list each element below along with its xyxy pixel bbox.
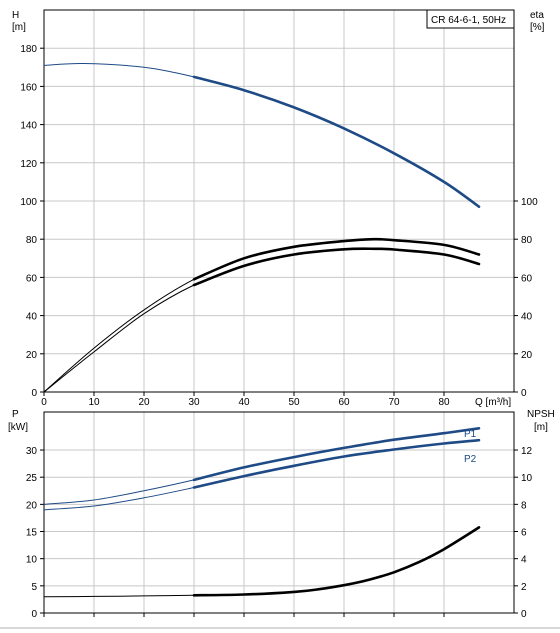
power-npsh-chart: 0 5 10 15 20 25 30 0 2 4 6 8 10 12 P [kW] NPSH [m] P1…	[8, 409, 555, 620]
x-tick-label: 50	[288, 397, 300, 408]
top-left-axis-label: H	[12, 10, 19, 21]
top-right-tick-label: 0	[521, 388, 527, 399]
legend-p1: P1	[464, 429, 477, 440]
bottom-right-tick-label: 2	[521, 582, 527, 593]
bottom-left-tick-label: 15	[26, 528, 38, 539]
bottom-left-tick-label: 0	[31, 609, 37, 620]
legend-p2: P2	[464, 454, 477, 465]
top-series-0-line	[43, 62, 480, 208]
top-series-2-line	[43, 248, 480, 393]
top-left-tick-label: 180	[20, 44, 37, 55]
top-right-tick-label: 40	[521, 312, 533, 323]
top-right-tick-label: 100	[521, 197, 538, 208]
x-axis-label: Q [m³/h]	[475, 397, 511, 408]
top-left-tick-label: 60	[26, 273, 38, 284]
top-left-tick-label: 120	[20, 159, 37, 170]
top-left-tick-label: 80	[26, 235, 38, 246]
bottom-left-axis-unit: [kW]	[8, 422, 28, 433]
bottom-plot-frame	[43, 411, 515, 614]
head-efficiency-chart: 0 10 20 30 40 50 60 70 80 0 20 40 60 80 100 120 140 160 18…	[12, 9, 545, 408]
top-right-axis-label: eta	[530, 10, 544, 21]
top-right-axis-unit: [%]	[530, 22, 545, 33]
top-right-tick-label: 80	[521, 235, 533, 246]
bottom-left-tick-label: 5	[31, 582, 37, 593]
bottom-left-tick-label: 10	[26, 555, 38, 566]
bottom-series-1-operating-range	[192, 438, 481, 489]
x-tick-label: 0	[41, 397, 47, 408]
bottom-right-tick-label: 10	[521, 473, 533, 484]
bottom-right-tick-label: 6	[521, 528, 527, 539]
top-left-tick-label: 160	[20, 82, 37, 93]
x-tick-label: 80	[438, 397, 450, 408]
bottom-series-1-line	[43, 439, 480, 511]
bottom-right-tick-label: 4	[521, 555, 527, 566]
bottom-series-2-operating-range	[192, 526, 481, 597]
bottom-right-tick-label: 12	[521, 446, 533, 457]
top-left-tick-label: 20	[26, 350, 38, 361]
bottom-right-tick-label: 0	[521, 609, 527, 620]
top-left-tick-label: 140	[20, 121, 37, 132]
chart-title-box	[426, 9, 515, 29]
top-series-1-operating-range	[192, 237, 481, 281]
x-tick-label: 70	[388, 397, 400, 408]
bottom-left-axis-label: P	[12, 409, 19, 420]
top-series	[43, 62, 481, 393]
bottom-left-tick-label: 20	[26, 500, 38, 511]
top-left-tick-label: 40	[26, 312, 38, 323]
top-left-axis-unit: [m]	[12, 22, 26, 33]
x-tick-label: 30	[188, 397, 200, 408]
x-tick-label: 20	[138, 397, 150, 408]
bottom-axis-ticks: 0 5 10 15 20 25 30 0 2 4 6 8 10 12	[26, 446, 533, 620]
bottom-left-tick-label: 30	[26, 446, 38, 457]
top-series-2-operating-range	[192, 247, 481, 287]
bottom-series	[43, 427, 481, 598]
bottom-right-axis-unit: [m]	[534, 422, 548, 433]
chart-title: CR 64-6-1, 50Hz	[431, 15, 506, 26]
bottom-series-0-operating-range	[192, 427, 481, 482]
x-tick-label: 40	[238, 397, 250, 408]
top-right-tick-label: 60	[521, 273, 533, 284]
bottom-right-axis-label: NPSH	[527, 409, 555, 420]
top-left-tick-label: 100	[20, 197, 37, 208]
top-left-tick-label: 0	[31, 388, 37, 399]
x-tick-label: 60	[338, 397, 350, 408]
top-series-0-operating-range	[192, 75, 481, 208]
top-grid	[44, 10, 514, 392]
bottom-grid	[44, 412, 514, 613]
top-axis-ticks: 0 10 20 30 40 50 60 70 80 0 20 40 60 80 100 120 140 160 18…	[20, 44, 538, 408]
bottom-series-0-line	[43, 427, 480, 505]
bottom-left-tick-label: 25	[26, 473, 38, 484]
top-right-tick-label: 20	[521, 350, 533, 361]
x-tick-label: 10	[88, 397, 100, 408]
bottom-right-tick-label: 8	[521, 500, 527, 511]
